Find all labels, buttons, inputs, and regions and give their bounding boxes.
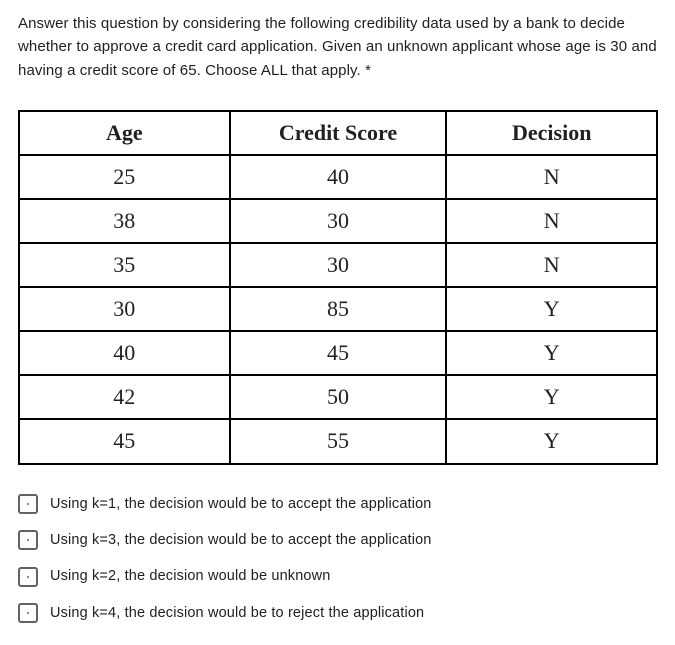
cell-decision: N xyxy=(446,155,657,199)
cell-decision: Y xyxy=(446,331,657,375)
option-row[interactable]: Using k=2, the decision would be unknown xyxy=(18,565,657,587)
cell-credit-score: 40 xyxy=(230,155,447,199)
cell-credit-score: 55 xyxy=(230,419,447,463)
cell-decision: Y xyxy=(446,375,657,419)
cell-decision: N xyxy=(446,199,657,243)
cell-age: 40 xyxy=(19,331,230,375)
options-list: Using k=1, the decision would be to acce… xyxy=(18,493,657,625)
cell-age: 30 xyxy=(19,287,230,331)
checkbox-icon[interactable] xyxy=(18,530,38,550)
option-label: Using k=1, the decision would be to acce… xyxy=(50,493,432,515)
col-credit-score: Credit Score xyxy=(230,111,447,155)
cell-age: 38 xyxy=(19,199,230,243)
cell-decision: N xyxy=(446,243,657,287)
table-row: 25 40 N xyxy=(19,155,657,199)
table-row: 35 30 N xyxy=(19,243,657,287)
option-label: Using k=2, the decision would be unknown xyxy=(50,565,330,587)
cell-age: 35 xyxy=(19,243,230,287)
credibility-table: Age Credit Score Decision 25 40 N 38 30 … xyxy=(18,110,658,465)
checkbox-dot xyxy=(27,503,29,505)
cell-decision: Y xyxy=(446,419,657,463)
checkbox-dot xyxy=(27,612,29,614)
table-header-row: Age Credit Score Decision xyxy=(19,111,657,155)
question-text: Answer this question by considering the … xyxy=(18,12,657,82)
option-row[interactable]: Using k=3, the decision would be to acce… xyxy=(18,529,657,551)
table-row: 45 55 Y xyxy=(19,419,657,463)
table-row: 30 85 Y xyxy=(19,287,657,331)
checkbox-dot xyxy=(27,576,29,578)
checkbox-icon[interactable] xyxy=(18,494,38,514)
cell-age: 42 xyxy=(19,375,230,419)
checkbox-icon[interactable] xyxy=(18,603,38,623)
checkbox-icon[interactable] xyxy=(18,567,38,587)
table-row: 42 50 Y xyxy=(19,375,657,419)
cell-credit-score: 50 xyxy=(230,375,447,419)
cell-credit-score: 85 xyxy=(230,287,447,331)
option-label: Using k=3, the decision would be to acce… xyxy=(50,529,432,551)
table-row: 40 45 Y xyxy=(19,331,657,375)
checkbox-dot xyxy=(27,539,29,541)
option-row[interactable]: Using k=4, the decision would be to reje… xyxy=(18,602,657,624)
cell-credit-score: 45 xyxy=(230,331,447,375)
col-age: Age xyxy=(19,111,230,155)
cell-age: 25 xyxy=(19,155,230,199)
cell-age: 45 xyxy=(19,419,230,463)
table-row: 38 30 N xyxy=(19,199,657,243)
option-row[interactable]: Using k=1, the decision would be to acce… xyxy=(18,493,657,515)
cell-decision: Y xyxy=(446,287,657,331)
col-decision: Decision xyxy=(446,111,657,155)
cell-credit-score: 30 xyxy=(230,243,447,287)
option-label: Using k=4, the decision would be to reje… xyxy=(50,602,424,624)
cell-credit-score: 30 xyxy=(230,199,447,243)
